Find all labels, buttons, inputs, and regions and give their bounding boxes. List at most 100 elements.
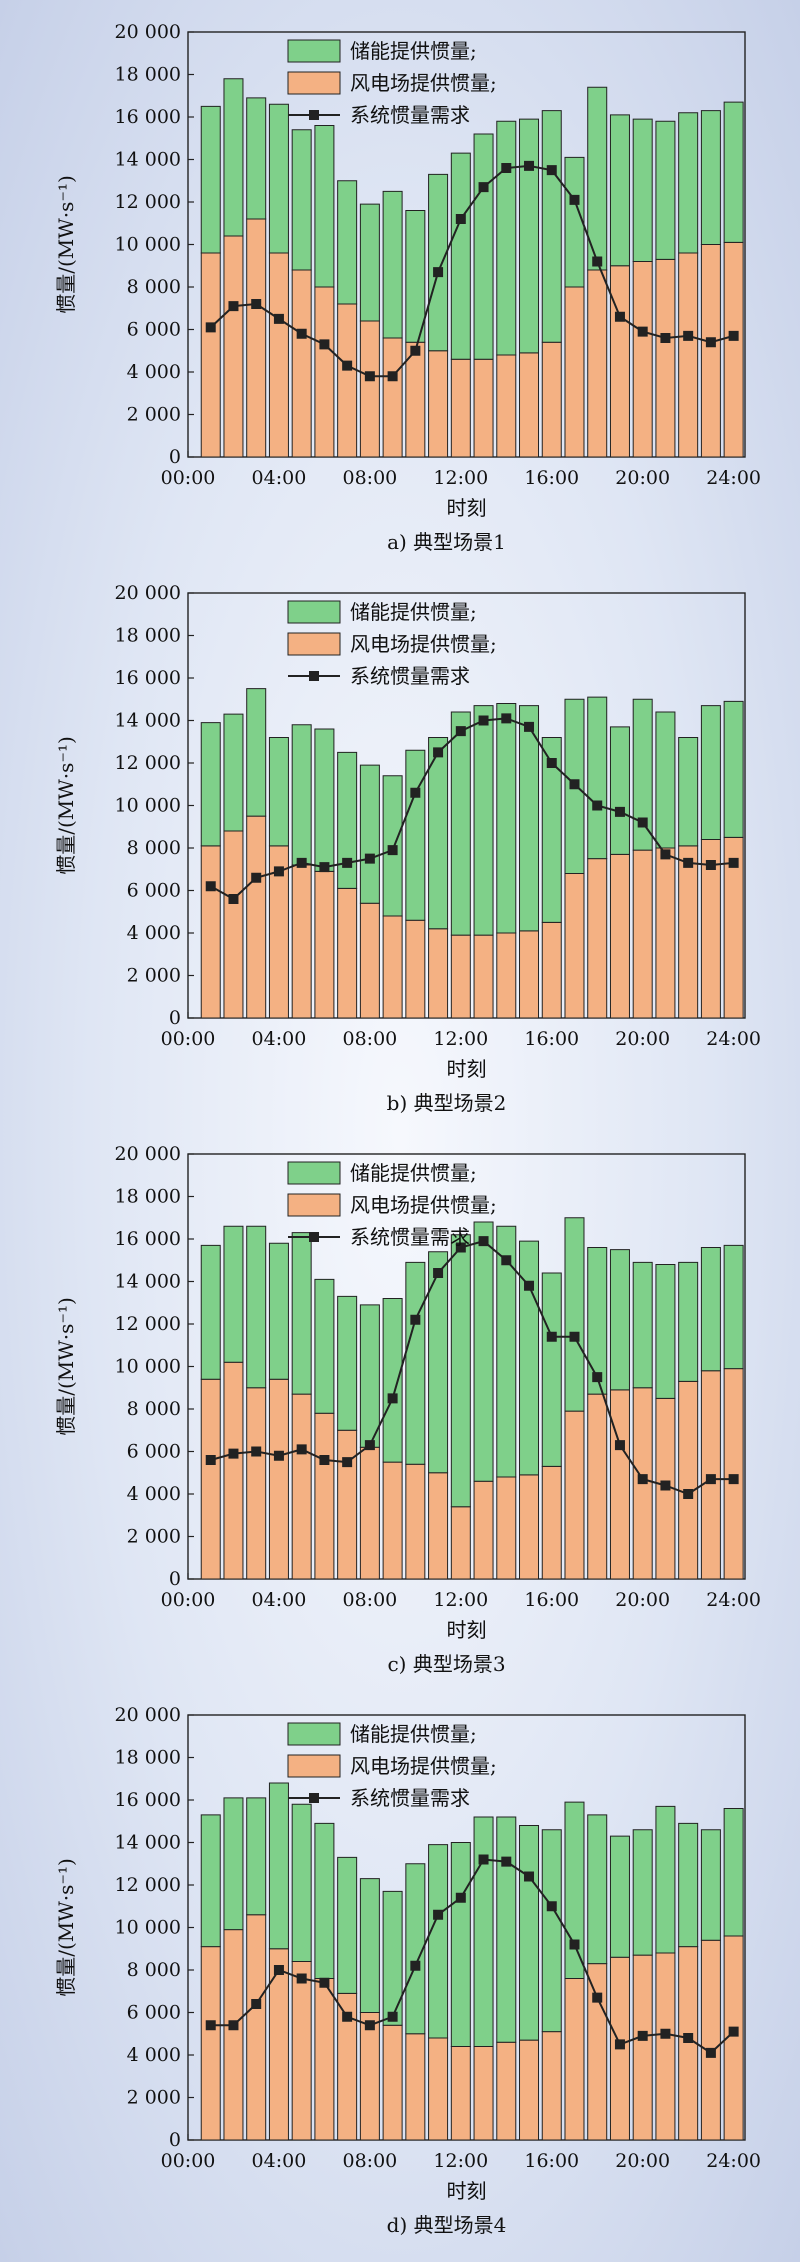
x-tick-label: 16:00 [524,467,579,489]
bar-storage [678,737,699,847]
bar-storage [541,737,562,923]
demand-marker [387,845,398,856]
demand-marker [614,1440,625,1451]
bar-wind [541,921,562,1019]
bar-wind [337,887,358,1019]
bar-storage [268,737,289,847]
demand-marker [683,330,694,341]
x-tick-label: 08:00 [342,2150,397,2172]
y-tick-label: 18 000 [115,625,181,647]
bar-wind [314,1978,335,2141]
bar-wind [200,252,221,458]
demand-marker [433,1909,444,1920]
demand-marker [569,1939,580,1950]
legend-swatch-storage [287,39,341,63]
legend-swatch-wind [287,71,341,95]
legend-label-storage: 储能提供惯量; [350,600,477,624]
demand-marker [410,1314,421,1325]
y-tick-label: 14 000 [115,1271,181,1293]
y-tick-label: 10 000 [115,795,181,817]
demand-marker [524,160,535,171]
bar-storage [632,1829,653,1956]
bar-wind [337,303,358,458]
bar-storage [291,724,312,866]
bar-storage [609,726,630,855]
legend-label-demand: 系统惯量需求 [350,103,470,127]
demand-marker [387,371,398,382]
demand-marker [319,339,330,350]
bar-wind [609,1389,630,1580]
chart-caption: c) 典型场景3 [387,1652,505,1676]
bar-wind [428,928,449,1019]
bar-wind [587,1393,608,1580]
demand-marker [705,2047,716,2058]
x-tick-label: 24:00 [706,2150,761,2172]
x-tick-label: 00:00 [161,2150,216,2172]
demand-marker [705,860,716,870]
bar-storage [632,118,653,262]
bar-storage [700,110,721,245]
bar-storage [223,1797,244,1931]
bar-wind [223,830,244,1019]
demand-marker [296,1973,307,1984]
bar-storage [223,1225,244,1363]
demand-marker [501,713,512,724]
legend-label-wind: 风电场提供惯量; [350,1754,497,1778]
bar-storage [200,105,221,254]
demand-marker [705,1474,716,1485]
bar-storage [587,1247,608,1395]
demand-marker [660,849,671,860]
demand-marker [319,1977,330,1988]
demand-marker [592,1992,603,2003]
legend-swatch-wind [287,632,341,656]
legend-swatch-wind [287,1193,341,1217]
x-tick-label: 12:00 [433,467,488,489]
demand-marker [387,1393,398,1404]
demand-line [210,1858,735,2055]
bar-wind [359,1446,380,1580]
demand-marker [546,1331,557,1342]
bar-storage [587,86,608,271]
bar-storage [587,696,608,860]
bar-storage [223,78,244,237]
bar-wind [496,2041,517,2141]
legend-swatch-wind [287,1754,341,1778]
bar-storage [496,120,517,356]
bar-storage [337,751,358,889]
bar-wind [496,1476,517,1580]
bar-wind [564,1410,585,1580]
demand-marker [592,800,603,811]
legend-swatch-storage [287,1722,341,1746]
legend-swatch-demand-marker [309,671,319,681]
bar-storage [382,190,403,339]
bar-wind [268,1378,289,1580]
bar-wind [450,358,471,458]
legend-label-wind: 风电场提供惯量; [350,71,497,95]
y-tick-label: 6 000 [127,2002,181,2024]
demand-marker [273,313,284,324]
bar-storage [291,1803,312,1962]
y-tick-label: 20 000 [115,1704,181,1726]
bar-wind [200,1946,221,2141]
y-tick-label: 8 000 [127,837,181,859]
bar-storage [450,1842,471,2047]
demand-marker [228,301,239,312]
bar-storage [246,1797,267,1916]
bar-storage [723,700,744,838]
demand-marker [637,817,648,828]
legend: 储能提供惯量; 风电场提供惯量; 系统惯量需求 [287,1161,497,1249]
bar-wind [291,269,312,458]
bar-storage [473,1221,494,1482]
bar-storage [268,103,289,254]
bar-wind [268,252,289,458]
y-axis-label: 惯量/(MW·s⁻¹) [54,1297,78,1436]
bar-wind [314,1412,335,1580]
demand-marker [478,182,489,193]
demand-marker [455,726,466,737]
y-tick-label: 12 000 [115,1874,181,1896]
x-tick-label: 24:00 [706,1028,761,1050]
legend-label-wind: 风电场提供惯量; [350,1193,497,1217]
y-tick-label: 6 000 [127,319,181,341]
bar-storage [359,1878,380,2013]
bar-storage [337,1295,358,1431]
